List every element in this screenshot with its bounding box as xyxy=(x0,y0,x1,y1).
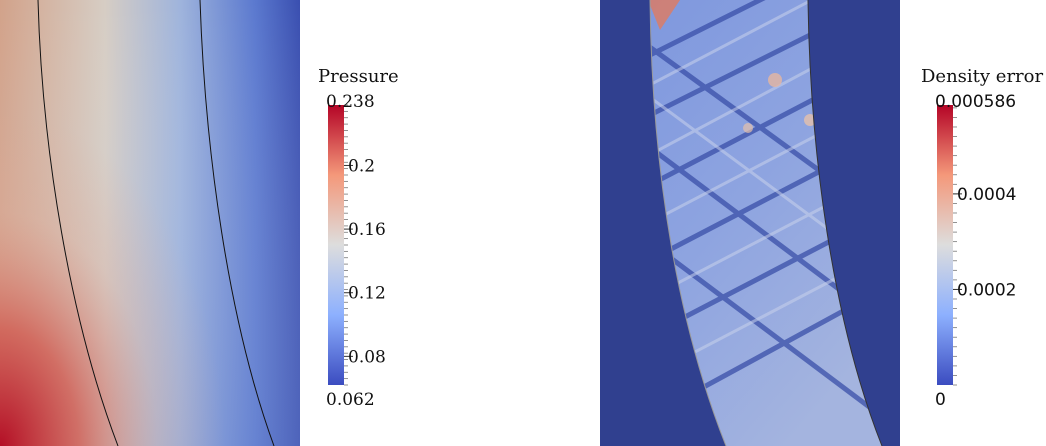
pressure-colorbar-tick-label: 0.12 xyxy=(348,284,386,304)
pressure-colorbar-tick-label: 0.2 xyxy=(348,156,375,176)
density-colorbar-title: Density error xyxy=(921,66,1044,87)
pressure-high-region xyxy=(0,0,300,446)
density-colorbar-max-label: 0.000586 xyxy=(935,92,1016,112)
pressure-field-svg xyxy=(0,0,300,446)
pressure-colorbar-min-label: 0.062 xyxy=(326,390,375,410)
pressure-colorbar-title: Pressure xyxy=(318,66,399,87)
density-colorbar-tick-label: 0.0002 xyxy=(957,280,1016,300)
density-colorbar-tick-label: 0.0004 xyxy=(957,185,1016,205)
density-band-left-edge xyxy=(649,0,727,446)
density-error-field-plot xyxy=(600,0,900,446)
pressure-contour-line-1 xyxy=(37,0,119,446)
pressure-colorbar: 0.2 0.16 0.12 0.08 0.238 0.062 xyxy=(326,92,386,410)
density-band-right-edge xyxy=(807,0,883,446)
density-band xyxy=(650,0,882,446)
density-colorbar-min-label: 0 xyxy=(935,390,946,410)
density-band-pattern xyxy=(650,0,882,432)
pressure-contour-line-2 xyxy=(199,0,275,446)
pressure-colorbar-tick-label: 0.16 xyxy=(348,220,386,240)
pressure-colorbar-tick-label: 0.08 xyxy=(348,347,386,367)
pressure-field-plot xyxy=(0,0,300,446)
density-error-colorbar: 0.0004 0.0002 0.000586 0 xyxy=(935,92,1016,410)
pressure-colorbar-max-label: 0.238 xyxy=(326,92,375,112)
pressure-colorbar-bar xyxy=(328,105,344,385)
density-error-svg xyxy=(600,0,900,446)
density-colorbar-bar xyxy=(937,105,953,385)
